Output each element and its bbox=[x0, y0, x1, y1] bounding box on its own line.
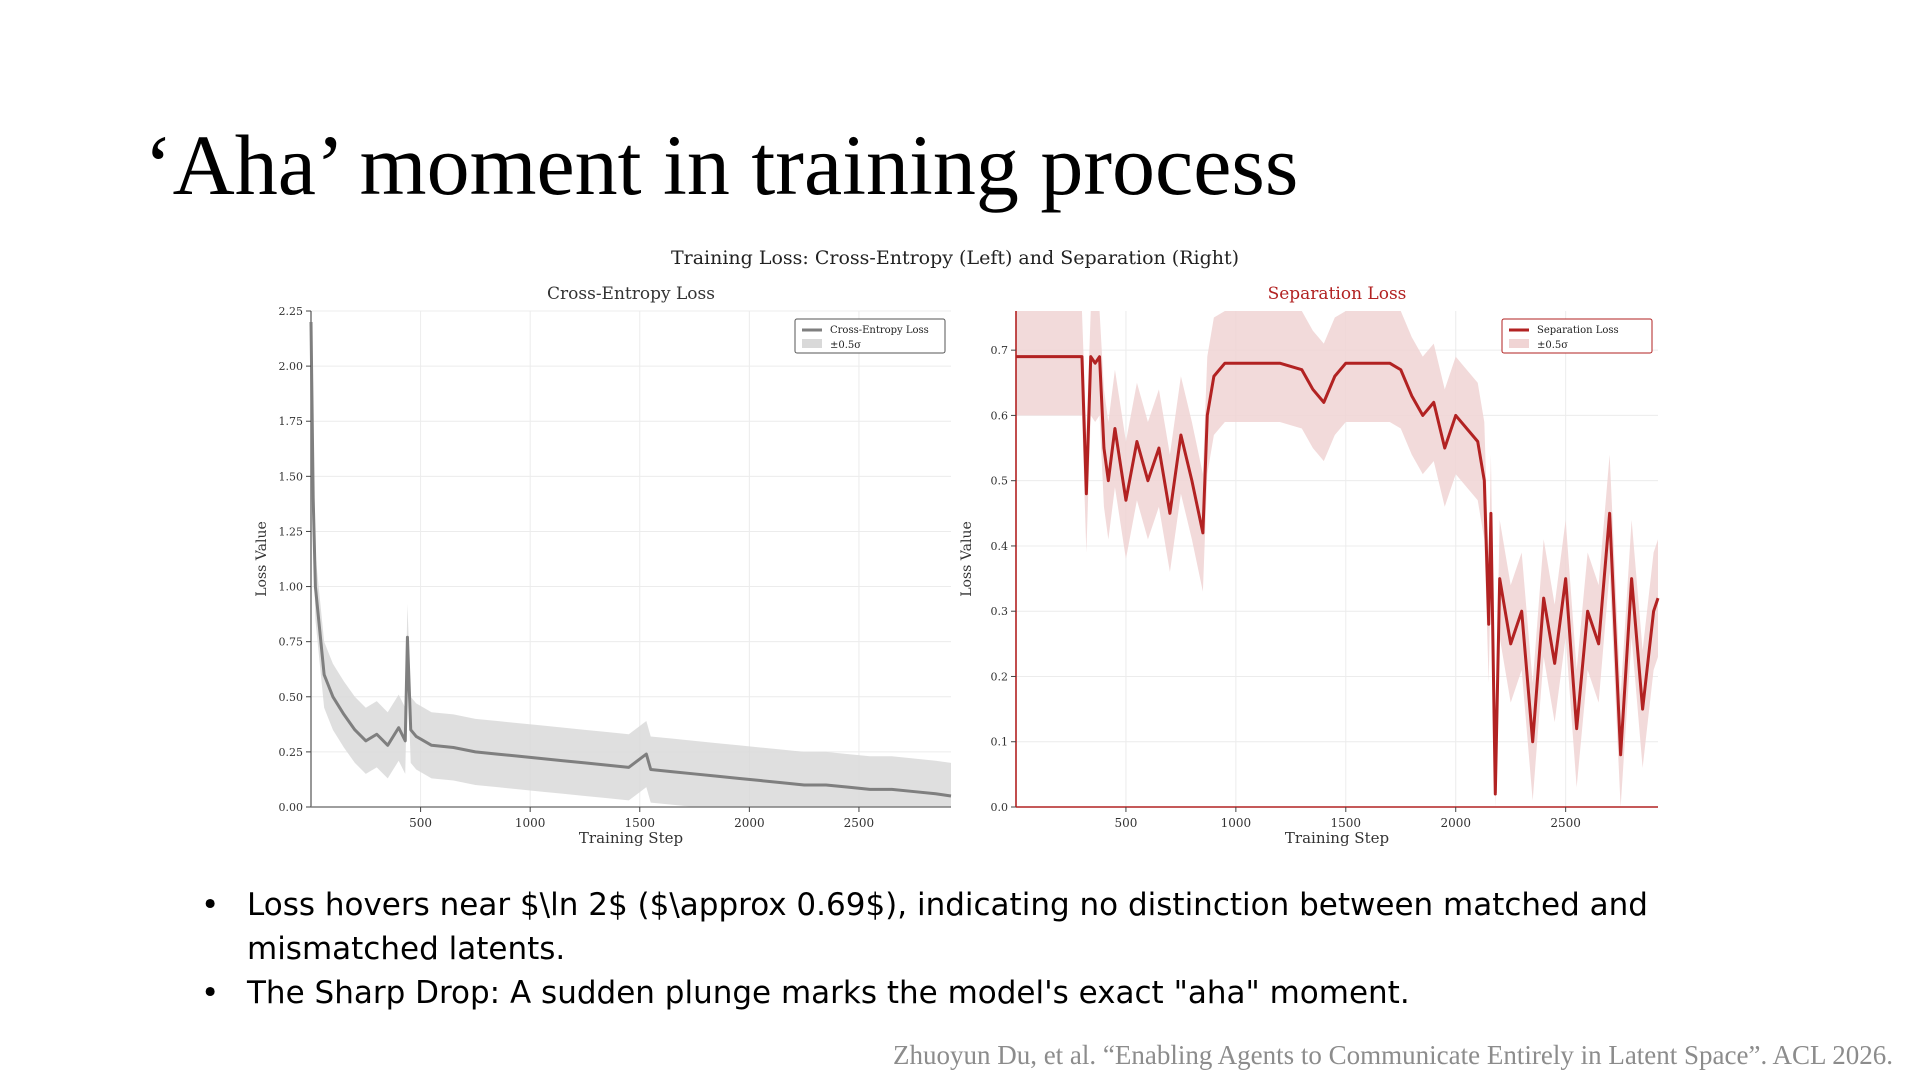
x-axis-label: Training Step bbox=[1285, 829, 1389, 847]
bullet-item: • Loss hovers near $\ln 2$ ($\approx 0.6… bbox=[197, 883, 1657, 971]
legend-label: Separation Loss bbox=[1537, 325, 1619, 336]
y-tick-label: 0.5 bbox=[991, 475, 1009, 488]
y-tick-label: 0.2 bbox=[991, 670, 1009, 683]
slide-title: ‘Aha’ moment in training process bbox=[144, 117, 1299, 213]
y-tick-label: 0.4 bbox=[991, 540, 1009, 553]
bullet-list: • Loss hovers near $\ln 2$ ($\approx 0.6… bbox=[197, 883, 1657, 1015]
series-line bbox=[1016, 355, 1660, 796]
legend-band-swatch bbox=[802, 339, 822, 348]
y-tick-label: 0.50 bbox=[279, 691, 304, 704]
bullet-icon: • bbox=[201, 975, 220, 1012]
legend-box bbox=[1501, 318, 1653, 354]
x-tick-label: 1000 bbox=[515, 816, 546, 830]
y-tick-label: 2.25 bbox=[279, 305, 304, 318]
y-tick-label: 1.00 bbox=[279, 581, 304, 594]
figure-suptitle: Training Loss: Cross-Entropy (Left) and … bbox=[671, 247, 1239, 269]
y-tick-label: 1.75 bbox=[279, 415, 304, 428]
legend-label: Cross-Entropy Loss bbox=[830, 325, 929, 336]
bullet-text: The Sharp Drop: A sudden plunge marks th… bbox=[247, 975, 1410, 1012]
series-line bbox=[309, 322, 952, 798]
x-tick-label: 500 bbox=[409, 816, 432, 830]
panel-title: Separation Loss bbox=[1268, 284, 1407, 304]
x-tick-label: 1500 bbox=[1331, 816, 1362, 830]
x-tick-label: 500 bbox=[1114, 816, 1137, 830]
legend-label: ±0.5σ bbox=[1537, 340, 1568, 351]
y-tick-label: 0.7 bbox=[991, 344, 1009, 357]
x-tick-label: 2000 bbox=[1440, 816, 1471, 830]
x-tick-label: 1500 bbox=[624, 816, 655, 830]
y-tick-label: 0.25 bbox=[279, 746, 304, 759]
x-tick-label: 2500 bbox=[844, 816, 875, 830]
sigma-band bbox=[311, 311, 951, 807]
citation: Zhuoyun Du, et al. “Enabling Agents to C… bbox=[892, 1040, 1893, 1070]
y-tick-label: 0.3 bbox=[991, 605, 1009, 618]
bullet-item: • The Sharp Drop: A sudden plunge marks … bbox=[197, 971, 1657, 1015]
sigma-band bbox=[1016, 311, 1658, 807]
y-tick-label: 0.1 bbox=[991, 736, 1009, 749]
y-tick-label: 0.6 bbox=[991, 409, 1009, 422]
x-tick-label: 2000 bbox=[734, 816, 765, 830]
separation-loss-panel: 500 1000 1500 2000 2500 0.0 0.1 0.2 0.3 0.4 0.5 0.6… bbox=[959, 284, 1660, 847]
legend-label: ±0.5σ bbox=[830, 340, 861, 351]
y-tick-label: 0.0 bbox=[991, 801, 1009, 814]
y-axis-label: Loss Value bbox=[959, 521, 975, 597]
y-axis-label: Loss Value bbox=[254, 521, 270, 597]
y-tick-label: 1.25 bbox=[279, 525, 304, 538]
panel-title: Cross-Entropy Loss bbox=[547, 284, 715, 304]
legend-box bbox=[794, 318, 946, 354]
bullet-icon: • bbox=[201, 887, 220, 923]
y-tick-label: 2.00 bbox=[279, 360, 304, 373]
y-tick-label: 0.75 bbox=[279, 636, 304, 649]
x-tick-label: 2500 bbox=[1550, 816, 1581, 830]
y-tick-label: 0.00 bbox=[279, 801, 304, 814]
x-axis-label: Training Step bbox=[579, 829, 683, 847]
x-tick-label: 1000 bbox=[1221, 816, 1252, 830]
bullet-text: Loss hovers near $\ln 2$ ($\approx 0.69$… bbox=[247, 887, 1648, 968]
y-tick-label: 1.50 bbox=[279, 470, 304, 483]
legend-band-swatch bbox=[1509, 339, 1529, 348]
cross-entropy-loss-panel: 500 1000 1500 2000 2500 0.00 0.25 0.50 0.75 1.00 1… bbox=[254, 284, 952, 847]
